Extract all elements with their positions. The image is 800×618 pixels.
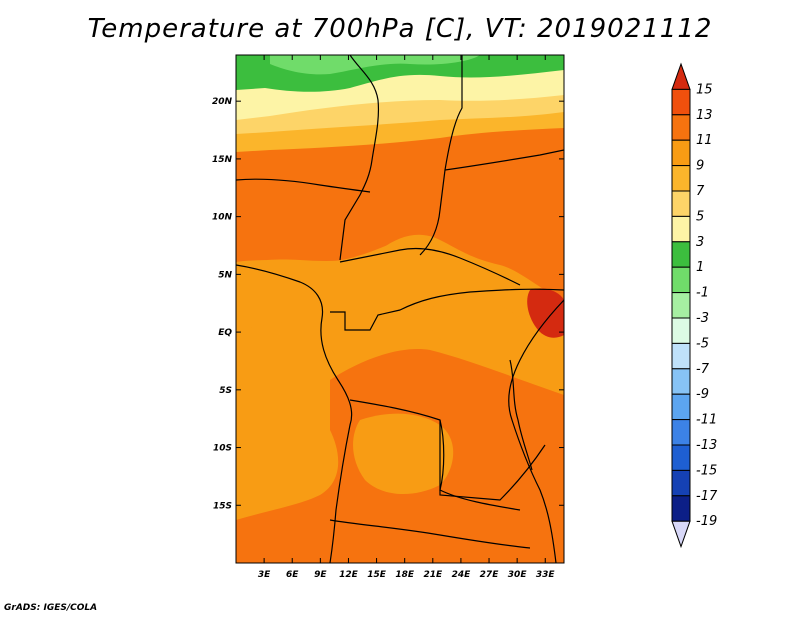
- colorbar-label: -1: [696, 286, 709, 301]
- colorbar-bottom-arrow: [671, 520, 691, 549]
- colorbar-swatch: [671, 317, 691, 344]
- colorbar-label: 3: [696, 235, 704, 250]
- colorbar-label: -5: [696, 336, 709, 351]
- field-pocket-lake: [430, 298, 519, 351]
- border-sahara-north: [339, 55, 380, 261]
- colorbar-label: -13: [696, 438, 717, 453]
- y-tick-label: EQ: [218, 328, 232, 338]
- colorbar-label: 1: [696, 260, 704, 275]
- map-frame: [235, 54, 565, 564]
- colorbar-swatch: [671, 469, 691, 497]
- y-tick-label: 10S: [213, 444, 232, 454]
- x-tick-label: 24E: [452, 570, 472, 580]
- y-tick-label: 20N: [212, 97, 233, 107]
- x-tick-label: 6E: [286, 570, 299, 580]
- colorbar-swatch: [671, 215, 691, 243]
- colorbar-swatch: [671, 368, 691, 395]
- grads-credit: GrADS: IGES/COLA: [4, 603, 98, 613]
- colorbar-swatch: [671, 88, 691, 116]
- colorbar-swatch: [671, 114, 691, 141]
- colorbar-swatch: [671, 165, 691, 192]
- colorbar-label: 7: [696, 184, 705, 199]
- border-lakes: [509, 359, 533, 471]
- colorbar-label: -3: [696, 311, 709, 326]
- y-tick-label: 5S: [219, 386, 232, 396]
- x-tick-label: 3E: [258, 570, 271, 580]
- coastline-east: [508, 299, 564, 563]
- country-borders: [236, 55, 564, 563]
- colorbar-label: -9: [696, 387, 709, 402]
- field-hotspot: [527, 288, 564, 338]
- x-tick-label: 9E: [314, 570, 327, 580]
- x-tick-label: 27E: [480, 570, 500, 580]
- colorbar-swatch: [671, 419, 691, 446]
- colorbar-swatch: [671, 266, 691, 294]
- colorbar-swatch: [671, 139, 691, 167]
- y-tick-label: 5N: [218, 270, 232, 280]
- y-tick-label: 10N: [212, 213, 233, 223]
- field-band-neg1-1: [270, 55, 480, 75]
- y-tick-label: 15S: [213, 501, 232, 511]
- colorbar-label: 11: [696, 133, 713, 148]
- border-south: [329, 519, 531, 549]
- chart-title: Temperature at 700hPa [C], VT: 201902111…: [87, 14, 713, 44]
- colorbar-swatch: [671, 495, 691, 522]
- colorbar-label: 5: [696, 209, 704, 224]
- border-congo-north: [330, 288, 564, 331]
- x-tick-label: 12E: [339, 570, 359, 580]
- border-car: [339, 247, 521, 286]
- colorbar-label: 13: [696, 108, 713, 123]
- y-tick-label: 15N: [212, 155, 233, 165]
- coastline-west: [236, 264, 353, 563]
- x-tick-label: 33E: [536, 570, 556, 580]
- colorbar-label: -11: [696, 413, 717, 428]
- colorbar-swatch: [671, 393, 691, 421]
- axis-ticks: 3E 6E 9E 12E 15E 18E 21E 24E 27E 30E 33E 20N 15N 10N 5…: [212, 55, 564, 580]
- border-niger-chad: [236, 178, 371, 193]
- colorbar: 15 13 11 9 7 5 3 1 -1 -3 -5 -7 -9 -11 -13 -15 -17 -19: [671, 62, 718, 549]
- x-tick-label: 18E: [395, 570, 415, 580]
- colorbar-swatch: [671, 342, 691, 370]
- colorbar-top-arrow: [671, 62, 691, 90]
- colorbar-label: 9: [696, 159, 704, 174]
- border-angola-zambia: [439, 420, 546, 501]
- colorbar-swatch: [671, 190, 691, 217]
- field-pocket-south: [353, 413, 454, 495]
- x-tick-label: 15E: [367, 570, 387, 580]
- colorbar-label: 15: [696, 82, 713, 97]
- colorbar-swatch: [671, 241, 691, 268]
- colorbar-swatch: [671, 444, 691, 471]
- x-tick-label: 30E: [508, 570, 528, 580]
- colorbar-label: -7: [696, 362, 710, 377]
- x-tick-label: 21E: [423, 570, 443, 580]
- temperature-field: [236, 55, 564, 563]
- colorbar-label: -17: [696, 489, 718, 504]
- colorbar-swatch: [671, 292, 691, 319]
- border-sudan: [444, 149, 564, 171]
- colorbar-label: -19: [696, 514, 717, 529]
- colorbar-label: -15: [696, 463, 717, 478]
- border-drc-south: [349, 399, 521, 511]
